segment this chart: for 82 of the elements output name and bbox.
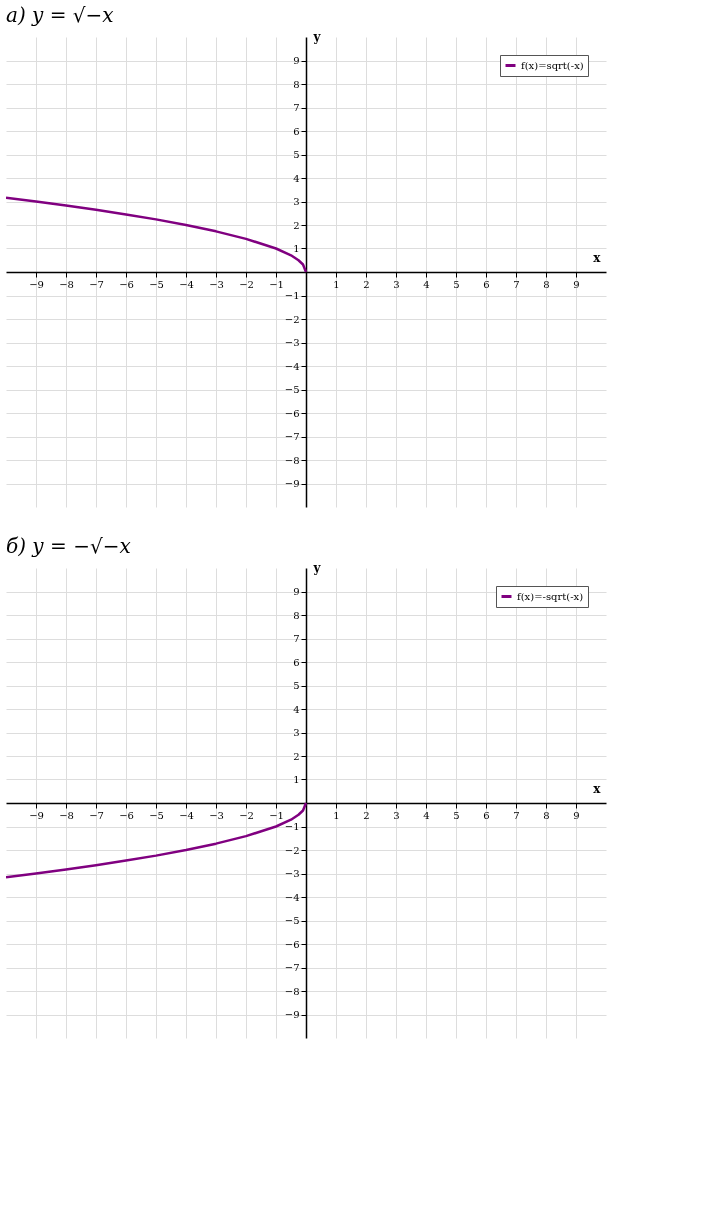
x-tick-label: −1 [269,278,284,290]
x-tick-label: 3 [393,278,400,290]
y-tick-label: 9 [293,586,300,597]
y-axis-title: y [312,29,322,44]
y-tick-label: 2 [293,750,300,762]
y-tick-label: −6 [284,938,300,950]
y-tick-label: 7 [293,633,300,644]
x-tick-label: 7 [513,809,520,821]
x-tick-label: −4 [179,278,194,290]
x-tick-label: 2 [363,278,370,290]
x-tick-label: 8 [543,809,550,821]
x-tick-label: −7 [89,278,104,290]
x-tick-label: 5 [453,278,460,290]
x-tick-label: −8 [59,278,74,290]
x-tick-label: −5 [149,278,164,290]
chart-title: а) y = √−x [6,3,114,27]
y-tick-label: −6 [284,407,300,419]
x-tick-label: −2 [239,809,254,821]
y-tick-label: 6 [293,656,300,668]
x-tick-label: 9 [573,278,580,290]
x-tick-label: −9 [29,809,44,821]
y-tick-label: 1 [293,774,300,785]
y-tick-label: −4 [284,891,300,903]
y-tick-label: 3 [293,727,300,738]
x-tick-label: −7 [89,809,104,821]
y-tick-label: −9 [284,1009,300,1020]
x-tick-label: 4 [423,278,430,290]
y-tick-label: −3 [284,337,300,348]
x-tick-label: −8 [59,809,74,821]
y-tick-label: 1 [293,243,300,254]
x-tick-label: −2 [239,278,254,290]
y-tick-label: −9 [284,478,300,489]
y-tick-label: −7 [284,962,300,973]
legend-label: f(x)=-sqrt(-x) [517,590,584,602]
y-tick-label: 5 [293,149,300,160]
y-tick-label: −4 [284,360,300,372]
x-tick-label: −4 [179,809,194,821]
x-tick-label: 2 [363,809,370,821]
y-tick-label: 5 [293,680,300,691]
y-tick-label: 4 [293,172,300,184]
y-tick-label: −8 [284,985,300,997]
y-tick-label: −5 [284,915,300,926]
y-tick-label: 9 [293,55,300,66]
y-tick-label: −1 [284,821,300,832]
y-axis-title: y [312,560,322,575]
x-tick-label: 5 [453,809,460,821]
y-tick-label: 4 [293,703,300,715]
x-tick-label: −6 [119,278,134,290]
x-tick-label: 6 [483,809,490,821]
x-tick-label: −3 [209,809,224,821]
x-tick-label: −5 [149,809,164,821]
line-series [6,801,308,879]
chart-title: б) y = −√−x [6,534,131,558]
x-tick-label: 1 [333,809,340,821]
x-axis-title: x [593,781,602,796]
y-tick-label: 8 [293,609,300,621]
y-tick-label: 7 [293,102,300,113]
x-axis-title: x [593,250,602,265]
y-tick-label: −2 [284,313,300,325]
y-tick-label: −2 [284,844,300,856]
x-tick-label: −3 [209,278,224,290]
y-tick-label: 6 [293,125,300,137]
x-tick-label: −6 [119,809,134,821]
x-tick-label: −1 [269,809,284,821]
x-tick-label: 9 [573,809,580,821]
y-tick-label: −3 [284,868,300,879]
y-tick-label: −1 [284,290,300,301]
legend-label: f(x)=sqrt(-x) [521,59,584,71]
x-tick-label: 7 [513,278,520,290]
y-tick-label: 2 [293,219,300,231]
y-tick-label: −7 [284,431,300,442]
y-tick-label: −8 [284,454,300,466]
y-tick-label: 3 [293,196,300,207]
x-tick-label: 8 [543,278,550,290]
x-tick-label: −9 [29,278,44,290]
y-tick-label: −5 [284,384,300,395]
x-tick-label: 4 [423,809,430,821]
x-tick-label: 6 [483,278,490,290]
y-tick-label: 8 [293,78,300,90]
x-tick-label: 1 [333,278,340,290]
x-tick-label: 3 [393,809,400,821]
line-series [6,196,308,274]
